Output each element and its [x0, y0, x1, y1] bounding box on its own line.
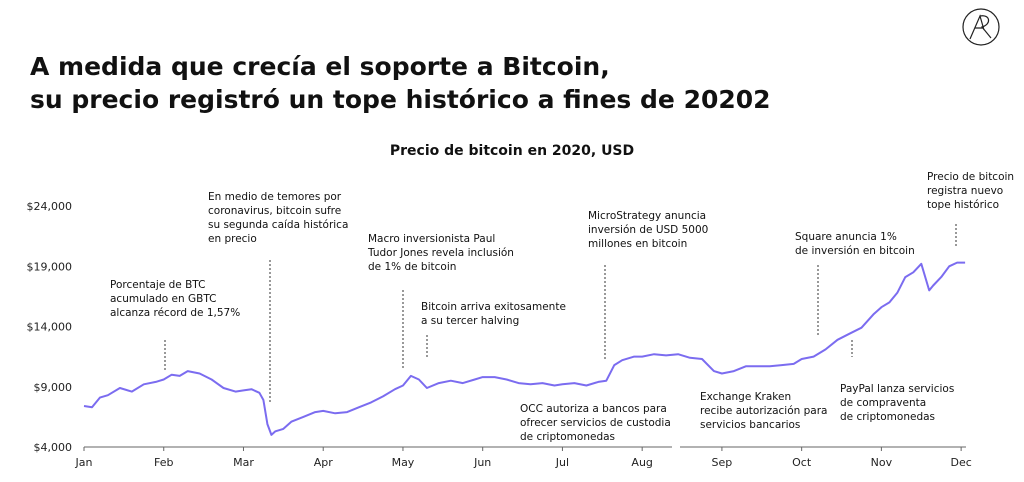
y-tick-label: $24,000	[27, 200, 73, 213]
annotation-text: Square anuncia 1%	[795, 231, 897, 243]
annotation-text: Macro inversionista Paul	[368, 233, 495, 245]
annotation-text: de 1% de bitcoin	[368, 261, 456, 273]
annotation-text: OCC autoriza a bancos para	[520, 403, 667, 415]
y-tick-label: $4,000	[34, 441, 73, 454]
annotation-text: de compraventa	[840, 397, 926, 409]
annotation-text: su segunda caída histórica	[208, 219, 348, 231]
circle-monogram-icon	[960, 6, 1002, 53]
annotation-text: servicios bancarios	[700, 419, 800, 431]
annotation-text: de inversión en bitcoin	[795, 245, 915, 257]
chart-series	[83, 261, 966, 436]
annotation-text: inversión de USD 5000	[588, 224, 708, 236]
headline-line-2: su precio registró un tope histórico a f…	[30, 85, 771, 114]
annotation-text: alcanza récord de 1,57%	[110, 307, 240, 319]
x-tick-label: Sep	[712, 456, 733, 469]
x-tick-label: Dec	[950, 456, 971, 469]
annotation-text: a su tercer halving	[421, 315, 519, 327]
chart-annotations: Porcentaje de BTC acumulado en GBTC alcanz…	[110, 171, 1014, 443]
x-tick-label: Jul	[555, 456, 569, 469]
annotation-text: en precio	[208, 233, 257, 245]
x-tick-label: Mar	[233, 456, 254, 469]
annotation: MicroStrategy anuncia inversión de USD 50…	[588, 210, 708, 360]
x-tick-label: Nov	[871, 456, 893, 469]
x-tick-label: Feb	[154, 456, 173, 469]
annotation: Bitcoin arriva exitosamente a su tercer h…	[421, 301, 566, 358]
annotation: PayPal lanza servicios de compraventa de c…	[840, 340, 954, 423]
annotation-text: MicroStrategy anuncia	[588, 210, 706, 222]
annotation: Porcentaje de BTC acumulado en GBTC alcanz…	[110, 279, 240, 370]
annotation-text: millones en bitcoin	[588, 238, 687, 250]
annotation-text: coronavirus, bitcoin sufre	[208, 205, 341, 217]
x-tick-label: Apr	[314, 456, 334, 469]
annotation-text: registra nuevo	[927, 185, 1003, 197]
annotation-text: recibe autorización para	[700, 405, 827, 417]
x-tick-label: Jan	[75, 456, 93, 469]
annotation: Precio de bitcoin registra nuevo tope hist…	[927, 171, 1014, 248]
axis-gap	[672, 446, 680, 449]
chart-axes: $4,000 $9,000 $14,000 $19,000 $24,000 Jan Feb M…	[27, 200, 972, 469]
y-tick-label: $9,000	[34, 381, 73, 394]
annotation-text: Tudor Jones revela inclusión	[367, 247, 514, 259]
annotation-text: de criptomonedas	[520, 431, 615, 443]
annotation-text: tope histórico	[927, 199, 999, 211]
headline-line-1: A medida que crecía el soporte a Bitcoin…	[30, 52, 610, 81]
y-tick-label: $19,000	[27, 260, 73, 273]
annotation-text: Exchange Kraken	[700, 391, 791, 403]
annotation: Square anuncia 1% de inversión en bitcoin	[795, 231, 915, 335]
annotation: Macro inversionista Paul Tudor Jones reve…	[367, 233, 514, 370]
annotation: En medio de temores por coronavirus, bitc…	[208, 191, 348, 402]
headline: A medida que crecía el soporte a Bitcoin…	[30, 50, 771, 116]
series-line	[83, 261, 966, 436]
y-tick-label: $14,000	[27, 321, 73, 334]
annotation-text: de criptomonedas	[840, 411, 935, 423]
annotation-text: En medio de temores por	[208, 191, 342, 203]
annotation: Exchange Kraken recibe autorización para s…	[700, 391, 827, 431]
annotation-text: Bitcoin arriva exitosamente	[421, 301, 566, 313]
x-tick-label: Oct	[792, 456, 812, 469]
x-tick-label: Aug	[631, 456, 652, 469]
annotation: OCC autoriza a bancos para ofrecer servic…	[520, 403, 671, 443]
annotation-text: Precio de bitcoin	[927, 171, 1014, 183]
annotation-text: acumulado en GBTC	[110, 293, 216, 305]
chart-title: Precio de bitcoin en 2020, USD	[389, 143, 635, 159]
annotation-text: Porcentaje de BTC	[110, 279, 205, 291]
annotation-text: PayPal lanza servicios	[840, 383, 954, 395]
x-tick-label: Jun	[473, 456, 491, 469]
annotation-text: ofrecer servicios de custodia	[520, 417, 671, 429]
x-tick-label: May	[392, 456, 415, 469]
